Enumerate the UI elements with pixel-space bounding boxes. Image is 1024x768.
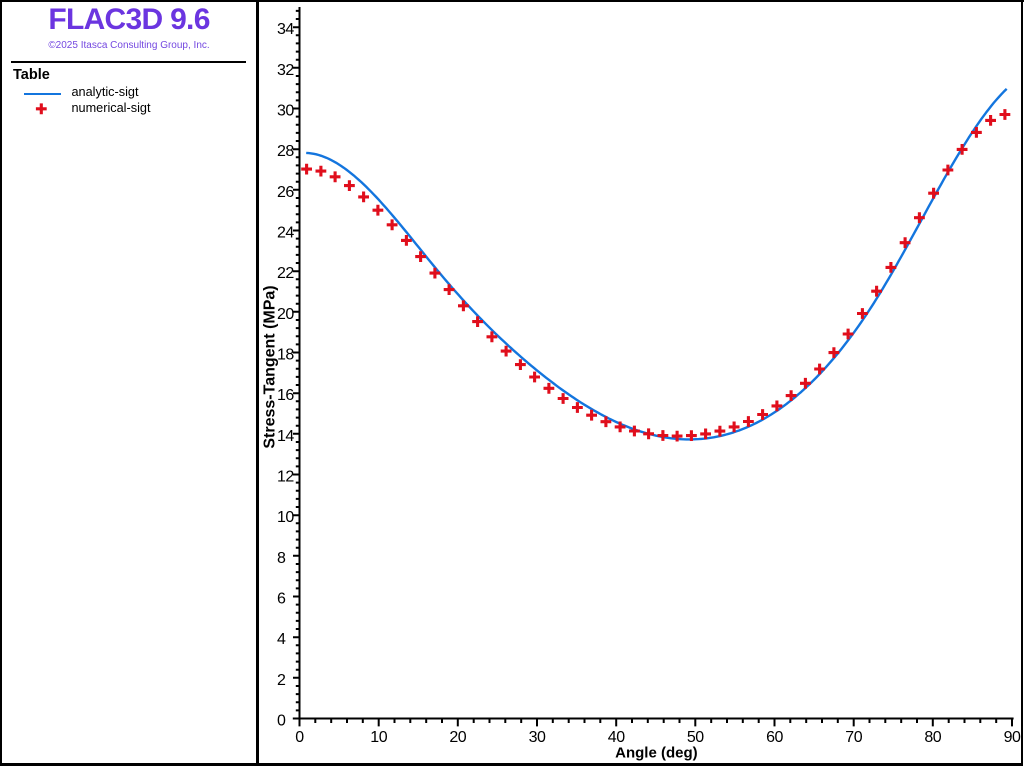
svg-text:26: 26 (277, 184, 294, 201)
svg-text:Angle (deg): Angle (deg) (615, 745, 698, 762)
svg-text:16: 16 (277, 387, 294, 404)
svg-text:20: 20 (449, 729, 466, 746)
svg-text:90: 90 (1004, 729, 1021, 746)
svg-text:70: 70 (845, 729, 862, 746)
svg-text:18: 18 (277, 347, 294, 364)
svg-text:Stress-Tangent (MPa): Stress-Tangent (MPa) (261, 285, 278, 448)
svg-text:32: 32 (277, 62, 294, 79)
svg-text:24: 24 (277, 225, 294, 242)
svg-text:80: 80 (924, 729, 941, 746)
svg-text:8: 8 (277, 550, 286, 567)
svg-text:40: 40 (608, 729, 625, 746)
svg-text:10: 10 (277, 509, 294, 526)
svg-text:14: 14 (277, 428, 294, 445)
svg-text:0: 0 (277, 713, 286, 730)
svg-text:30: 30 (529, 729, 546, 746)
svg-text:2: 2 (277, 672, 286, 689)
svg-text:4: 4 (277, 631, 286, 648)
svg-text:28: 28 (277, 143, 294, 160)
svg-text:22: 22 (277, 265, 294, 282)
svg-text:60: 60 (766, 729, 783, 746)
svg-text:30: 30 (277, 103, 294, 120)
svg-text:10: 10 (370, 729, 387, 746)
svg-text:34: 34 (277, 21, 294, 38)
svg-text:12: 12 (277, 469, 294, 486)
svg-text:20: 20 (277, 306, 294, 323)
svg-text:6: 6 (277, 591, 286, 608)
svg-text:50: 50 (687, 729, 704, 746)
svg-text:0: 0 (295, 729, 304, 746)
